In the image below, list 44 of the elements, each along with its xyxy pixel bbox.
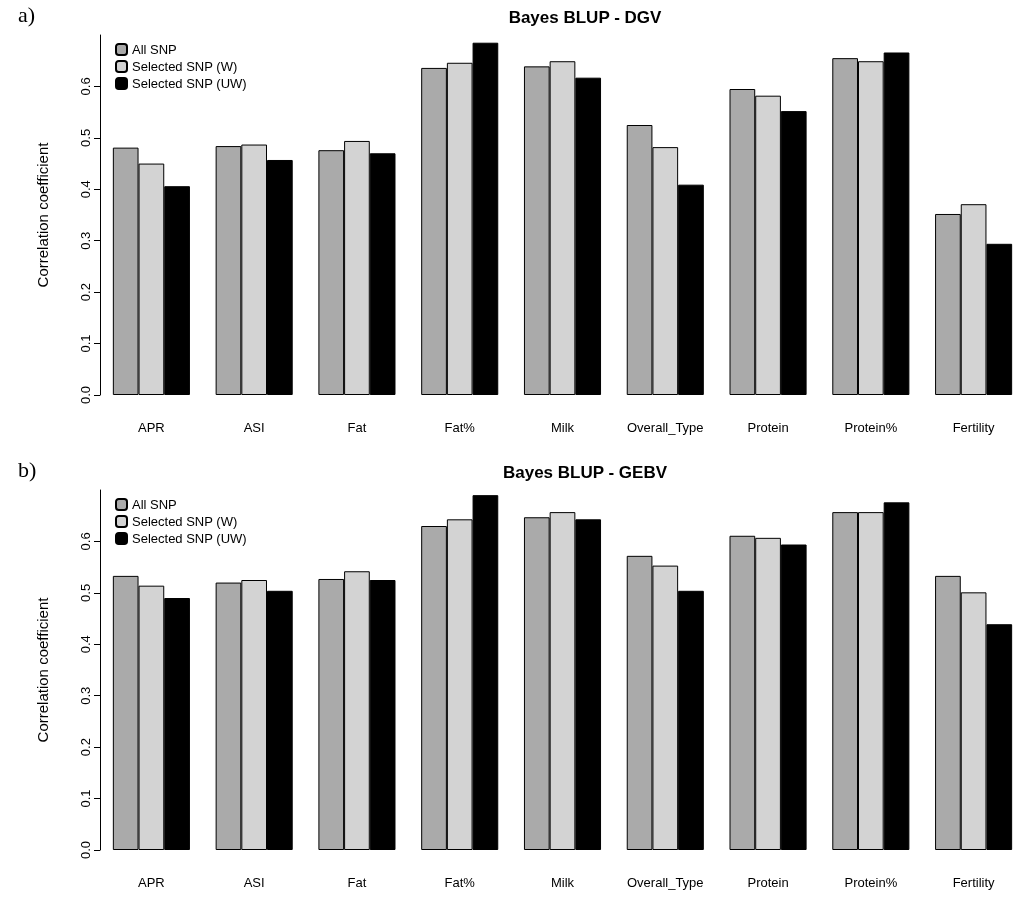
x-tick-label: Fertility	[952, 875, 996, 890]
x-tick-label: Fat	[347, 420, 367, 435]
y-tick-label: 0.3	[78, 686, 93, 705]
x-tick-label: Fat	[347, 875, 367, 890]
y-tick-label: 0.2	[78, 738, 93, 757]
x-tick-label: Fat%	[444, 420, 476, 435]
legend-label: All SNP	[132, 497, 177, 512]
x-tick-label: Milk	[550, 875, 575, 890]
y-tick-label: 0.5	[78, 128, 93, 147]
x-tick-label: APR	[138, 875, 165, 890]
y-tick-label: 0.1	[78, 789, 93, 808]
y-tick-label: 0.2	[78, 283, 93, 302]
y-axis-title: Correlation coefficient	[34, 596, 51, 743]
legend-label: Selected SNP (UW)	[132, 76, 247, 91]
legend-label: Selected SNP (W)	[132, 514, 238, 529]
x-tick-label: Protein%	[844, 420, 898, 435]
text: a)	[18, 2, 36, 28]
x-tick-label: Protein%	[844, 875, 898, 890]
y-tick-label: 0.4	[78, 635, 93, 654]
y-axis-title: Correlation coefficient	[34, 141, 51, 288]
legend-label: All SNP	[132, 42, 177, 57]
x-tick-label: Milk	[550, 420, 575, 435]
y-tick-label: 0.5	[78, 583, 93, 602]
x-tick-label: ASI	[243, 875, 265, 890]
x-tick-label: Protein	[747, 875, 789, 890]
x-tick-label: Fat%	[444, 875, 476, 890]
x-tick-label: Protein	[747, 420, 789, 435]
y-tick-label: 0.3	[78, 231, 93, 250]
legend-label: Selected SNP (W)	[132, 59, 238, 74]
y-tick-label: 0.0	[78, 840, 93, 860]
x-tick-label: ASI	[243, 420, 265, 435]
y-tick-label: 0.6	[78, 77, 93, 96]
x-tick-label: Overall_Type	[626, 420, 704, 435]
y-tick-label: 0.4	[78, 180, 93, 199]
y-tick-label: 0.0	[78, 385, 93, 405]
legend-label: Selected SNP (UW)	[132, 531, 247, 546]
text: b)	[18, 457, 37, 483]
x-tick-label: Fertility	[952, 420, 996, 435]
y-tick-label: 0.6	[78, 532, 93, 551]
x-tick-label: Overall_Type	[626, 875, 704, 890]
x-tick-label: APR	[138, 420, 165, 435]
chart-title: Bayes BLUP - DGV	[508, 8, 663, 27]
chart-title: Bayes BLUP - GEBV	[502, 463, 668, 482]
y-tick-label: 0.1	[78, 334, 93, 353]
